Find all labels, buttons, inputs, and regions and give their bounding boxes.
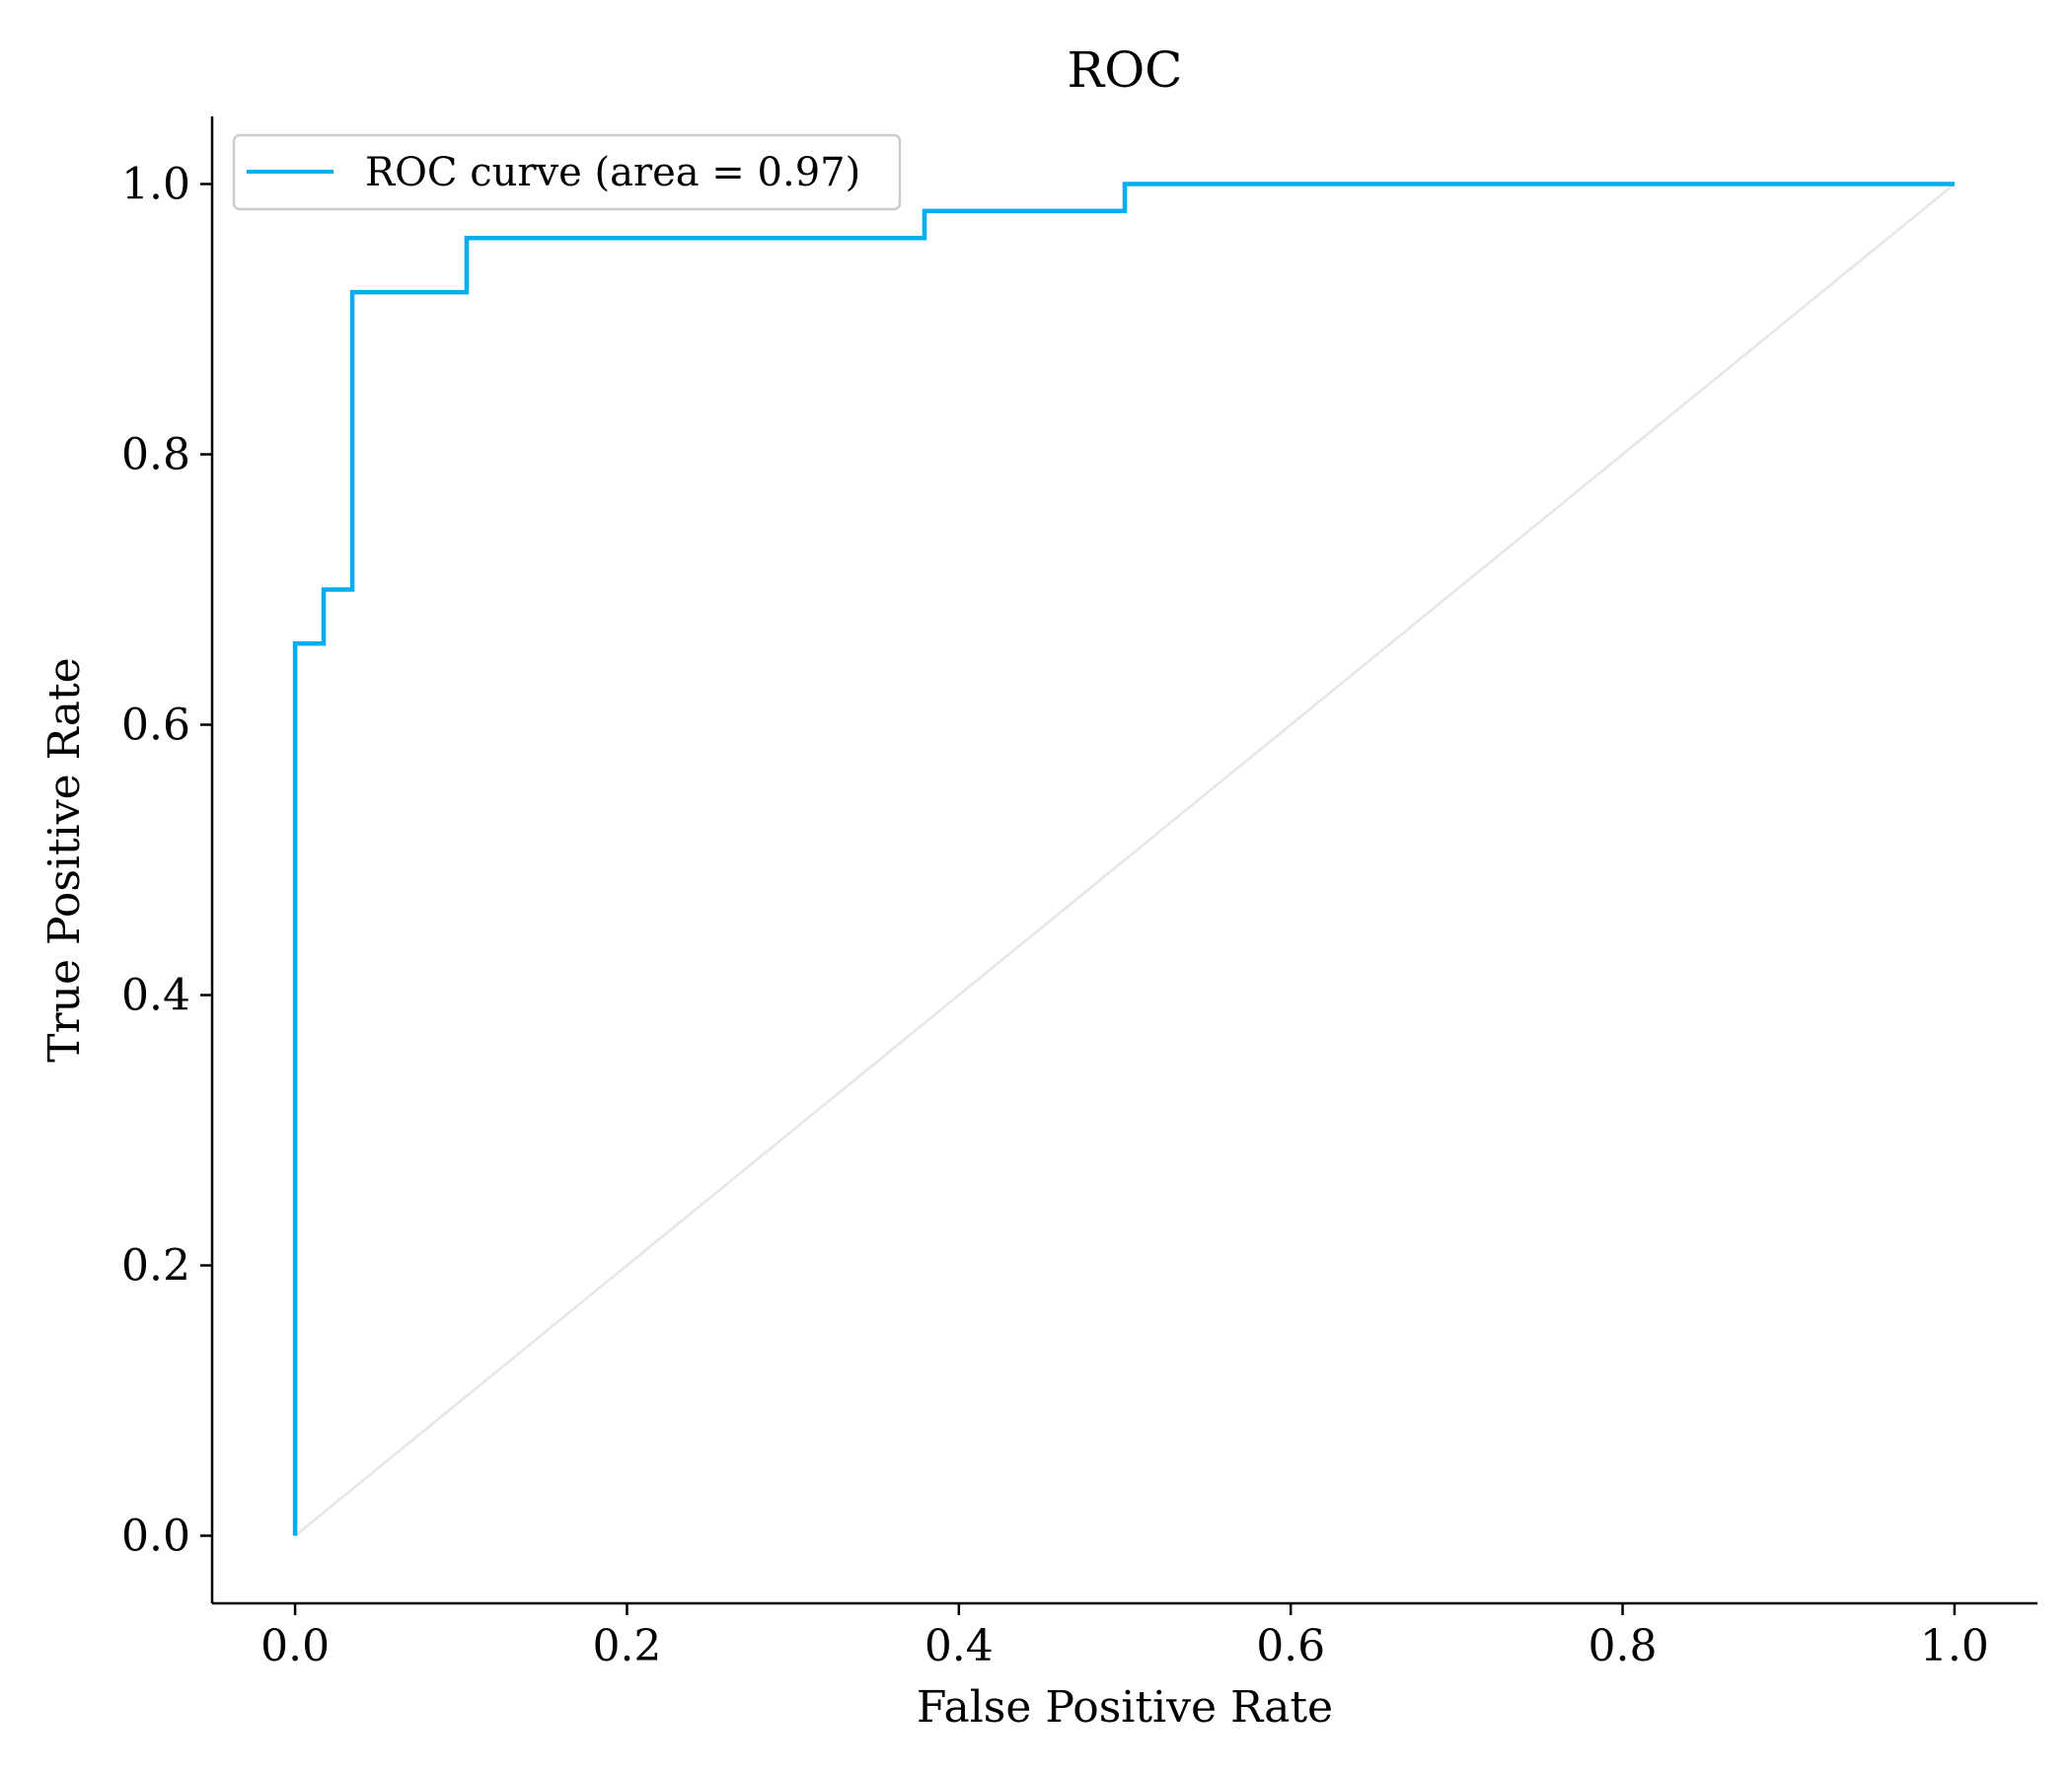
x-tick-label: 0.2: [592, 1621, 661, 1671]
x-tick-label: 0.4: [925, 1621, 994, 1671]
x-ticks: 0.0 0.2 0.4 0.6 0.8 1.0: [260, 1603, 1989, 1671]
y-tick-label: 0.6: [121, 701, 190, 751]
y-axis-label: True Positive Rate: [39, 657, 90, 1062]
legend-box: [232, 133, 902, 211]
roc-curve-line: [292, 182, 1955, 1536]
x-tick-label: 0.6: [1256, 1621, 1325, 1671]
y-ticks: 0.0 0.2 0.4 0.6 0.8 1.0: [121, 160, 212, 1562]
plot-area: [292, 182, 1956, 1537]
y-tick-label: 0.0: [121, 1512, 190, 1562]
x-tick-label: 0.0: [260, 1621, 330, 1671]
x-tick-label: 1.0: [1920, 1621, 1989, 1671]
y-tick-label: 0.2: [121, 1241, 190, 1292]
x-axis-label: False Positive Rate: [917, 1682, 1333, 1733]
legend: ROC curve (area = 0.97): [232, 133, 902, 211]
y-tick-label: 0.8: [121, 430, 190, 481]
axes: 0.0 0.2 0.4 0.6 0.8 1.0 0.0 0.2 0.4 0.6 0.8 1.0: [121, 116, 2037, 1671]
chance-diagonal-line: [294, 183, 1956, 1537]
y-tick-label: 0.4: [121, 971, 190, 1021]
x-tick-label: 0.8: [1589, 1621, 1658, 1671]
chart-title: ROC: [1068, 41, 1183, 99]
y-tick-label: 1.0: [121, 160, 190, 210]
legend-label: ROC curve (area = 0.97): [365, 150, 860, 195]
